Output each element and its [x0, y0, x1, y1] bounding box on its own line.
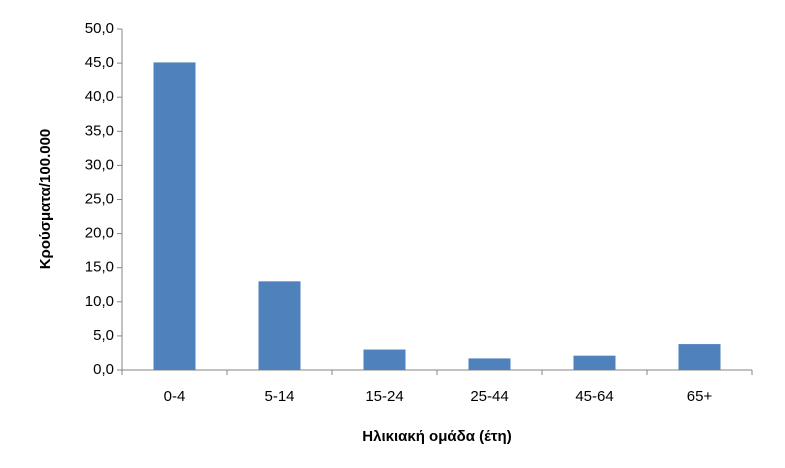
y-tick-label: 45,0 [85, 54, 114, 71]
x-tick-label: 0-4 [164, 388, 186, 405]
y-tick-label: 10,0 [85, 293, 114, 310]
y-tick-label: 15,0 [85, 259, 114, 276]
y-tick-label: 30,0 [85, 156, 114, 173]
y-axis-title: Κρούσματα/100.000 [37, 129, 54, 270]
x-tick-label: 45-64 [575, 388, 613, 405]
y-tick-label: 40,0 [85, 88, 114, 105]
y-tick-label: 35,0 [85, 122, 114, 139]
x-tick-label: 65+ [687, 388, 713, 405]
bar [573, 355, 616, 370]
x-tick-label: 15-24 [365, 388, 403, 405]
bar [258, 281, 301, 370]
x-axis-title: Ηλικιακή ομάδα (έτη) [362, 428, 511, 445]
bar [678, 344, 721, 370]
x-tick-label: 25-44 [470, 388, 508, 405]
y-tick-label: 5,0 [93, 327, 114, 344]
y-tick-label: 20,0 [85, 225, 114, 242]
x-tick-label: 5-14 [264, 388, 294, 405]
bar [468, 358, 511, 370]
bar [153, 62, 196, 370]
y-tick-label: 0,0 [93, 361, 114, 378]
bar [363, 349, 406, 370]
y-tick-label: 50,0 [85, 20, 114, 37]
y-tick-label: 25,0 [85, 190, 114, 207]
